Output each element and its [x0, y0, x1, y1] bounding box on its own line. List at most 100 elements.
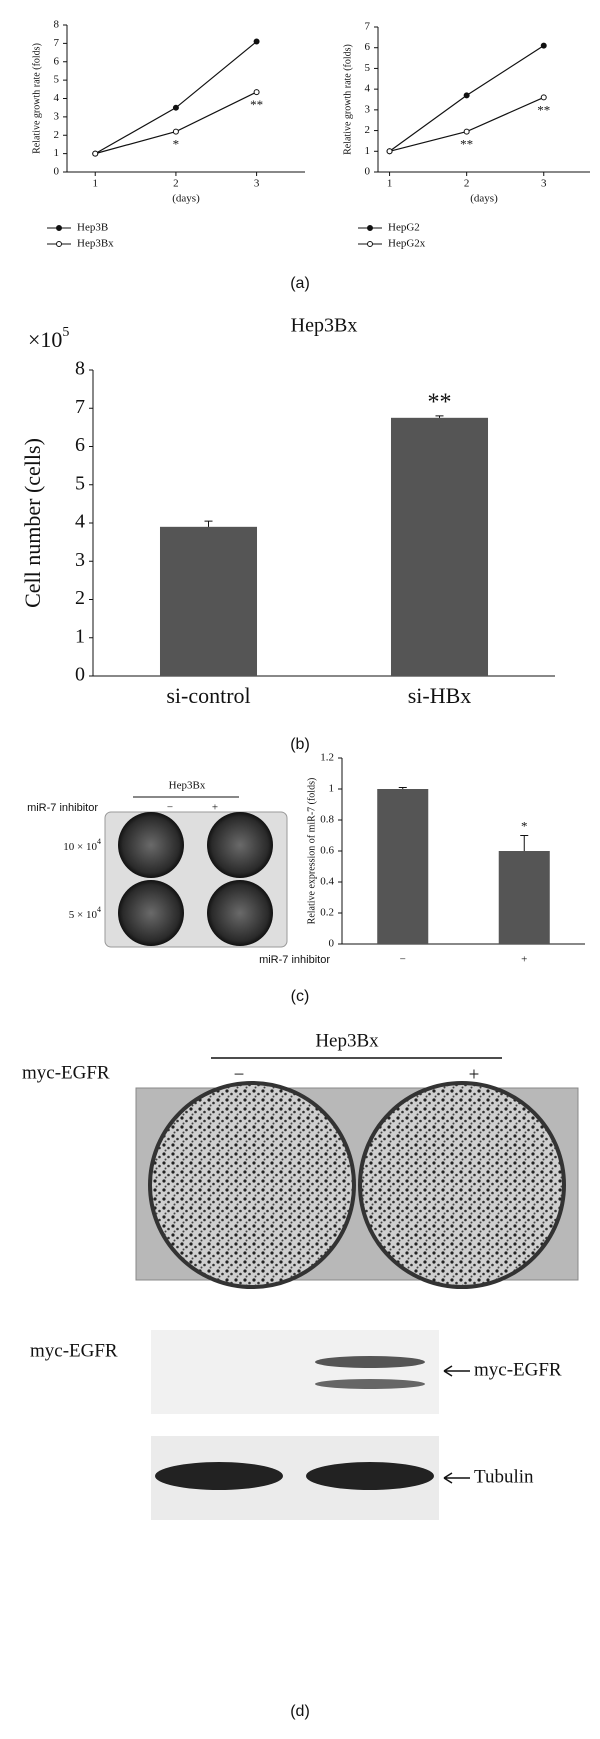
y-tick-label: 0	[75, 664, 85, 686]
well	[207, 880, 273, 946]
x-tick-label: 2	[464, 178, 470, 190]
column-label: +	[469, 1064, 480, 1085]
row-label-base: 5 × 10	[69, 909, 98, 921]
y-tick-label: 8	[75, 358, 85, 380]
band-label: myc-EGFR	[474, 1359, 562, 1380]
legend-label: Hep3B	[77, 222, 108, 234]
y-tick-label: 0.8	[320, 814, 334, 826]
y-tick-label: 5	[365, 62, 371, 74]
x-tick-label: 3	[541, 178, 547, 190]
data-point	[386, 148, 393, 155]
axis-multiplier: ×105	[28, 325, 69, 352]
error-bar	[435, 415, 444, 418]
x-axis-label: (days)	[172, 193, 200, 205]
y-tick-label: 1	[329, 783, 335, 795]
band	[155, 1462, 283, 1490]
well	[118, 880, 184, 946]
y-tick-label: 4	[75, 511, 85, 533]
legend-label: HepG2	[388, 222, 420, 234]
plate-photo-c: Hep3Bx miR-7 inhibitor − + 10 × 104 5 × …	[27, 780, 288, 948]
y-tick-label: 7	[54, 37, 60, 49]
group-label: Hep3Bx	[169, 780, 206, 792]
y-tick-label: 4	[54, 92, 60, 104]
well	[148, 1081, 356, 1289]
bar	[498, 851, 550, 944]
y-tick-label: 7	[365, 21, 371, 33]
y-tick-label: 0.6	[320, 845, 334, 857]
y-tick-label: 2	[75, 587, 85, 609]
x-tick-label: si-HBx	[408, 683, 472, 708]
x-tick-label: 2	[173, 178, 179, 190]
column-label: +	[212, 802, 218, 814]
y-tick-label: 1	[365, 145, 371, 157]
y-axis-label: Cell number (cells)	[20, 438, 45, 608]
data-point	[172, 128, 179, 135]
arrow	[443, 1365, 470, 1377]
row-label-exponent: 4	[97, 837, 101, 846]
y-axis-label: Relative growth rate (folds)	[342, 44, 353, 155]
bar	[159, 526, 258, 676]
blot-strip	[151, 1330, 439, 1414]
y-tick-label: 5	[75, 472, 85, 494]
y-tick-label: 2	[365, 124, 371, 136]
data-point	[253, 38, 260, 45]
band-label: Tubulin	[474, 1466, 534, 1487]
y-tick-label: 6	[54, 55, 60, 67]
data-point	[92, 150, 99, 157]
y-tick-label: 0	[329, 938, 335, 950]
y-tick-label: 4	[365, 83, 371, 95]
legend-marker	[367, 241, 373, 247]
significance: **	[250, 97, 263, 112]
x-tick-label: si-control	[166, 683, 250, 708]
error-bar	[398, 786, 407, 789]
data-point	[540, 42, 547, 49]
y-tick-label: 0	[54, 166, 60, 178]
y-tick-label: 0	[365, 166, 371, 178]
panel-label: (c)	[291, 988, 310, 1005]
well	[207, 812, 273, 878]
panel-label: (d)	[290, 1703, 310, 1720]
x-tick-label: +	[521, 954, 527, 966]
row-label-base: 10 × 10	[63, 841, 97, 853]
y-tick-label: 0.2	[320, 907, 334, 919]
significance: *	[521, 818, 528, 833]
significance: **	[428, 389, 452, 415]
bar	[377, 789, 429, 944]
arrow	[443, 1472, 470, 1484]
x-tick-label: 1	[92, 178, 98, 190]
y-tick-label: 7	[75, 396, 85, 418]
y-tick-label: 8	[54, 19, 60, 31]
western-blot: myc-EGFR − + myc-EGFR Tubulin	[30, 1330, 562, 1520]
data-point	[172, 104, 179, 111]
y-tick-label: 6	[75, 434, 85, 456]
x-tick-label: 3	[254, 178, 260, 190]
row-label: 5 × 104	[69, 905, 101, 921]
error-bar	[520, 835, 529, 851]
data-point	[253, 89, 260, 96]
y-tick-label: 5	[54, 74, 60, 86]
panel-label: (b)	[290, 736, 310, 753]
group-label: Hep3Bx	[315, 1030, 379, 1051]
y-tick-label: 3	[54, 110, 60, 122]
x-tick-label: 1	[387, 178, 393, 190]
row-label: 10 × 104	[63, 837, 101, 853]
bar	[390, 417, 489, 676]
y-tick-label: 0.4	[320, 876, 334, 888]
treatment-label: myc-EGFR	[30, 1340, 118, 1361]
significance: **	[460, 137, 473, 152]
plate-photo-d: Hep3Bx myc-EGFR − +	[22, 1030, 579, 1289]
chart-title: Hep3Bx	[291, 315, 358, 337]
y-tick-label: 3	[75, 549, 85, 571]
data-point	[463, 128, 470, 135]
legend-marker	[56, 225, 62, 231]
legend-label: HepG2x	[388, 238, 426, 250]
treatment-label: miR-7 inhibitor	[27, 802, 98, 814]
x-tick-label: −	[400, 954, 406, 966]
band	[306, 1462, 434, 1490]
legend-marker	[56, 241, 62, 247]
well	[118, 812, 184, 878]
multiplier-base: ×10	[28, 327, 62, 352]
series-line	[389, 45, 545, 152]
y-tick-label: 6	[365, 41, 371, 53]
